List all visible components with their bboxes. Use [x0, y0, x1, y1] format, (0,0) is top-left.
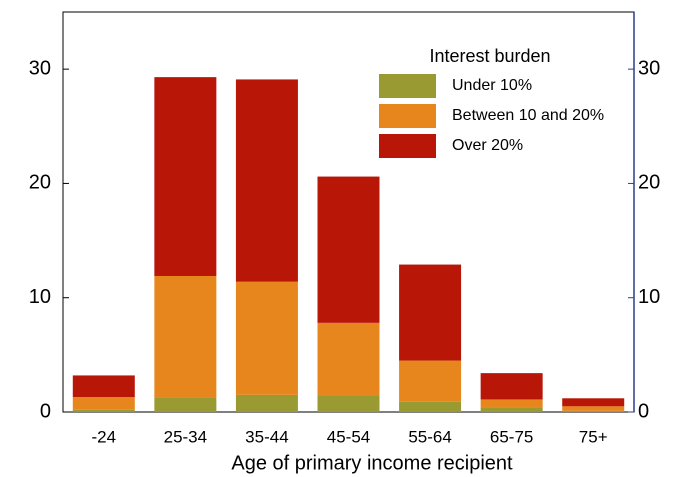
- y2-tick-label: 0: [638, 400, 649, 422]
- bar-segment: [72, 409, 135, 412]
- bar-segment: [317, 396, 380, 412]
- bar-segment: [480, 399, 543, 408]
- y-tick-label: 30: [29, 57, 51, 79]
- bar-segment: [154, 77, 217, 277]
- bar-segment: [154, 397, 217, 412]
- bar-segment: [480, 407, 543, 412]
- bar-segment: [562, 406, 625, 411]
- legend-label: Over 20%: [452, 137, 523, 154]
- bar-segment: [317, 322, 380, 396]
- bar-segment: [72, 375, 135, 398]
- bar-segment: [562, 410, 625, 412]
- x-tick-label: 25-34: [164, 427, 207, 446]
- bar-segment: [480, 373, 543, 400]
- legend-title: Interest burden: [429, 46, 550, 66]
- y-tick-label: 0: [40, 400, 51, 422]
- bar-segment: [235, 394, 298, 412]
- bar-segment: [562, 398, 625, 407]
- x-tick-label: 75+: [579, 427, 608, 446]
- y-tick-label: 20: [29, 172, 51, 194]
- legend-swatch: [379, 134, 436, 158]
- bar-segment: [399, 401, 462, 412]
- x-tick-label: 35-44: [245, 427, 288, 446]
- x-tick-label: 65-75: [490, 427, 533, 446]
- y2-tick-label: 30: [638, 57, 660, 79]
- x-tick-label: -24: [91, 427, 116, 446]
- bar-segment: [235, 79, 298, 282]
- y-tick-label: 10: [29, 286, 51, 308]
- bar-segment: [317, 176, 380, 323]
- x-axis-label: Age of primary income recipient: [231, 452, 513, 474]
- bar-segment: [399, 264, 462, 361]
- legend-swatch: [379, 74, 436, 98]
- bar-segment: [235, 281, 298, 395]
- y2-tick-label: 20: [638, 172, 660, 194]
- bar-segment: [154, 276, 217, 398]
- legend-label: Under 10%: [452, 77, 532, 94]
- legend-label: Between 10 and 20%: [452, 107, 604, 124]
- bar-segment: [72, 397, 135, 410]
- x-tick-label: 55-64: [408, 427, 451, 446]
- bar-segment: [399, 360, 462, 402]
- y2-tick-label: 10: [638, 286, 660, 308]
- legend-swatch: [379, 104, 436, 128]
- x-tick-label: 45-54: [327, 427, 370, 446]
